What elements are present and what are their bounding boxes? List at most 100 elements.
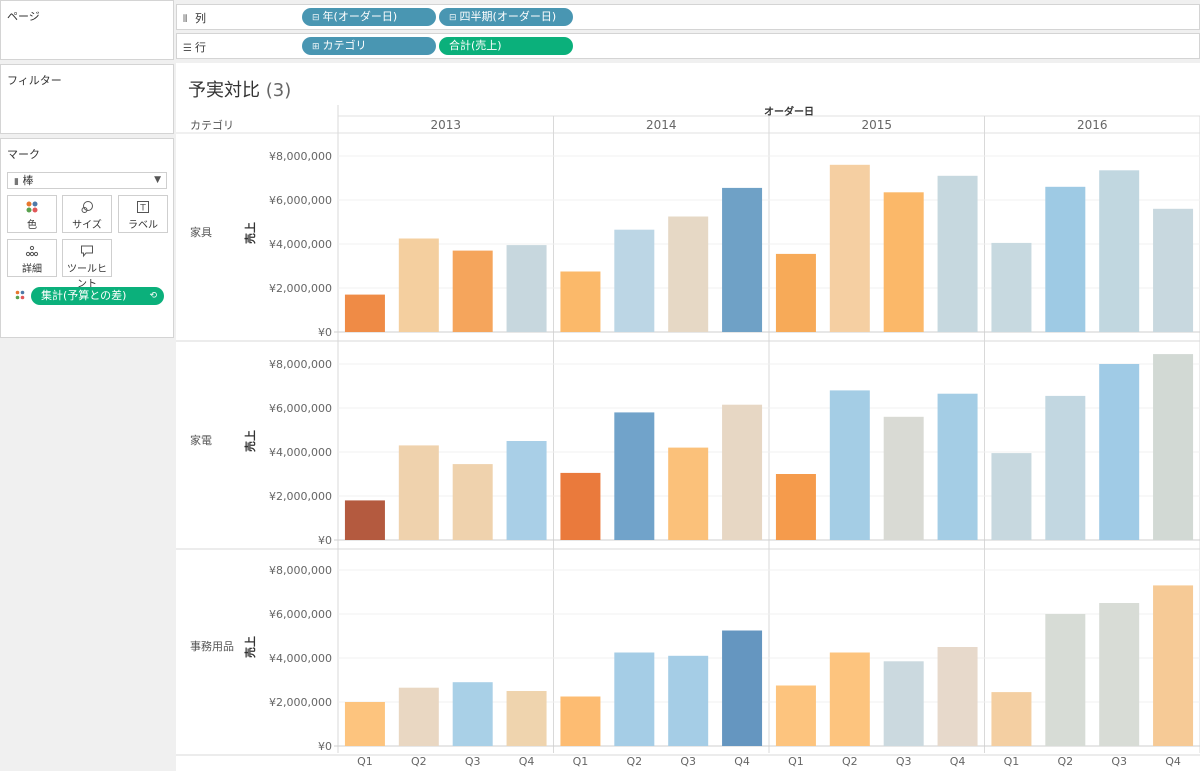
- quarter-label: Q2: [842, 755, 858, 768]
- bar: [344, 702, 385, 746]
- size-button-label: サイズ: [72, 220, 102, 231]
- size-icon: [63, 200, 111, 214]
- marks-panel: マーク ▮ 棒 ▼ 色 サイズ T ラベル 詳細 ツールヒント: [0, 138, 174, 338]
- quarter-label: Q3: [680, 755, 696, 768]
- color-field-icon: [15, 290, 25, 303]
- expand-icon: ⊟: [312, 13, 320, 23]
- bar: [722, 404, 763, 540]
- detail-button[interactable]: 詳細: [7, 239, 57, 277]
- y-axis-title: 売上: [243, 222, 257, 244]
- row-header: カテゴリ: [190, 118, 234, 132]
- bar: [1045, 614, 1086, 746]
- bar: [614, 229, 655, 332]
- marks-title: マーク: [7, 148, 40, 161]
- expand-icon: ⊟: [449, 13, 457, 23]
- quarter-label: Q1: [1004, 755, 1020, 768]
- category-label: 事務用品: [190, 639, 234, 653]
- bar: [1099, 364, 1140, 540]
- rows-shelf-label: ☰ 行: [183, 41, 206, 54]
- bar: [506, 691, 547, 746]
- bar: [560, 696, 601, 746]
- size-button[interactable]: サイズ: [62, 195, 112, 233]
- columns-pill-quarter[interactable]: ⊟ 四半期(オーダー日): [439, 8, 573, 26]
- bar: [883, 661, 924, 746]
- mark-type-dropdown[interactable]: ▮ 棒 ▼: [7, 172, 167, 189]
- y-tick-label: ¥8,000,000: [269, 564, 332, 577]
- bar: [829, 652, 870, 746]
- bar: [722, 187, 763, 332]
- columns-shelf-label: ⫴ 列: [183, 12, 206, 25]
- quarter-label: Q3: [1111, 755, 1127, 768]
- view-canvas: 予実対比 (3) オーダー日 カテゴリ 2013 2014 2015 2016 ¥0 ¥2,0…: [176, 63, 1200, 771]
- year-header: 2016: [1077, 118, 1108, 132]
- bar: [829, 390, 870, 540]
- tooltip-button-label: ツールヒント: [67, 264, 107, 290]
- rows-shelf[interactable]: ☰ 行 ⊞ カテゴリ 合計(売上): [176, 33, 1200, 59]
- columns-shelf[interactable]: ⫴ 列 ⊟ 年(オーダー日) ⊟ 四半期(オーダー日): [176, 4, 1200, 30]
- rows-pill-sales[interactable]: 合計(売上): [439, 37, 573, 55]
- bar: [668, 447, 709, 540]
- bar: [452, 682, 493, 746]
- bar: [506, 245, 547, 332]
- label-icon: T: [119, 200, 167, 214]
- color-button[interactable]: 色: [7, 195, 57, 233]
- y-tick-label: ¥0: [318, 740, 332, 753]
- label-button[interactable]: T ラベル: [118, 195, 168, 233]
- bar: [829, 164, 870, 332]
- columns-pill-year[interactable]: ⊟ 年(オーダー日): [302, 8, 436, 26]
- y-tick-label: ¥0: [318, 326, 332, 339]
- bar: [452, 250, 493, 332]
- color-dots-icon: [8, 200, 56, 214]
- quarter-label: Q4: [1165, 755, 1181, 768]
- quarter-label: Q3: [896, 755, 912, 768]
- bar: [344, 294, 385, 332]
- bar: [398, 445, 439, 540]
- y-tick-label: ¥4,000,000: [269, 238, 332, 251]
- bar: [1045, 395, 1086, 540]
- svg-text:T: T: [139, 204, 146, 214]
- quarter-label: Q4: [734, 755, 750, 768]
- bar: [1153, 354, 1194, 540]
- mark-type-value: 棒: [22, 174, 34, 187]
- table-calc-icon: ⟲: [149, 291, 157, 301]
- quarter-label: Q2: [626, 755, 642, 768]
- bar: [722, 630, 763, 746]
- bar: [560, 472, 601, 540]
- bar: [937, 393, 978, 540]
- view-title-count: (3): [265, 80, 292, 101]
- y-tick-label: ¥8,000,000: [269, 358, 332, 371]
- quarter-label: Q4: [950, 755, 966, 768]
- expand-icon: ⊞: [312, 42, 320, 52]
- rows-icon: ☰: [183, 43, 192, 54]
- quarter-label: Q1: [788, 755, 804, 768]
- bar: [1099, 170, 1140, 332]
- bar: [398, 687, 439, 746]
- bar: [668, 655, 709, 746]
- filters-panel[interactable]: フィルター: [0, 64, 174, 134]
- y-axis-title: 売上: [243, 430, 257, 452]
- y-tick-label: ¥4,000,000: [269, 652, 332, 665]
- detail-icon: [8, 244, 56, 258]
- bar: [775, 685, 816, 746]
- tooltip-button[interactable]: ツールヒント: [62, 239, 112, 290]
- pages-panel[interactable]: ページ: [0, 0, 174, 60]
- chevron-down-icon: ▼: [154, 175, 161, 185]
- y-tick-label: ¥6,000,000: [269, 608, 332, 621]
- bar: [452, 464, 493, 540]
- bar: [937, 647, 978, 746]
- y-tick-label: ¥2,000,000: [269, 696, 332, 709]
- detail-button-label: 詳細: [22, 264, 42, 275]
- quarter-label: Q4: [519, 755, 535, 768]
- bar: [398, 238, 439, 332]
- bar: [775, 474, 816, 540]
- view-title: 予実対比 (3): [188, 80, 292, 101]
- columns-icon: ⫴: [183, 14, 188, 25]
- y-tick-label: ¥2,000,000: [269, 490, 332, 503]
- bar: [991, 692, 1032, 746]
- quarter-label: Q2: [411, 755, 427, 768]
- y-tick-label: ¥0: [318, 534, 332, 547]
- filters-title: フィルター: [7, 74, 62, 87]
- color-field-pill[interactable]: 集計(予算との差) ⟲: [31, 287, 164, 305]
- rows-pill-category[interactable]: ⊞ カテゴリ: [302, 37, 436, 55]
